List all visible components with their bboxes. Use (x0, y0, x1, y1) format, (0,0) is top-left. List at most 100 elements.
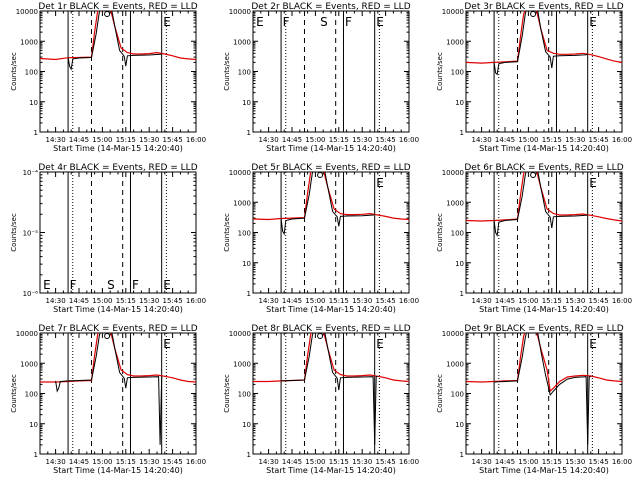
region-label: E (256, 15, 264, 29)
y-tick-label: 10000 (229, 169, 251, 177)
region-label: E (589, 337, 597, 351)
events-series-line (281, 333, 378, 445)
y-tick-label: 100 (25, 391, 38, 399)
y-axis-label: Counts/sec (436, 52, 444, 91)
region-label: E (43, 278, 51, 292)
y-tick-label: 1000 (233, 38, 251, 46)
y-tick-label: 100 (451, 230, 464, 238)
panel-9: Det 9r BLACK = Events, RED = LLD 1 10 100 10… (436, 324, 632, 475)
y-tick-label: 10 (455, 421, 464, 429)
panel-title: Det 4r BLACK = Events, RED = LLD (38, 163, 197, 173)
plot-frame (252, 10, 410, 133)
events-series-line (55, 333, 163, 445)
panel-title: Det 3r BLACK = Events, RED = LLD (464, 2, 623, 12)
x-tick-label: 15:15 (542, 458, 562, 466)
x-tick-label: 15:00 (305, 297, 325, 305)
x-tick-label: 15:30 (352, 458, 372, 466)
x-tick-label: 15:45 (589, 136, 609, 144)
events-series-line (493, 11, 588, 76)
y-tick-label: 100 (25, 69, 38, 77)
events-series-line (67, 11, 162, 71)
series-group (466, 11, 622, 76)
y-axis-label: Counts/sec (10, 52, 18, 91)
y-tick-label: 1 (34, 451, 38, 459)
y-tick-label: 1 (247, 129, 251, 137)
y-tick-label: 10000 (442, 8, 464, 16)
y-tick-label: 1 (247, 451, 251, 459)
x-tick-label: 14:45 (495, 297, 515, 305)
x-tick-label: 16:00 (612, 136, 632, 144)
x-axis-label: Start Time (14-Mar-15 14:20:40) (479, 305, 609, 314)
y-tick-label: 1000 (233, 360, 251, 368)
x-tick-label: 14:30 (259, 458, 279, 466)
region-label: S (107, 278, 115, 292)
plot-frame (39, 10, 197, 133)
x-tick-label: 14:45 (282, 297, 302, 305)
x-tick-label: 16:00 (399, 136, 419, 144)
x-tick-label: 15:15 (116, 297, 136, 305)
x-tick-label: 15:00 (92, 297, 112, 305)
y-tick-label: 100 (451, 69, 464, 77)
x-tick-label: 15:00 (305, 458, 325, 466)
x-axis-label: Start Time (14-Mar-15 14:20:40) (266, 466, 396, 475)
region-label: F (345, 15, 352, 29)
x-axis-label: Start Time (14-Mar-15 14:20:40) (53, 305, 183, 314)
x-tick-label: 15:45 (376, 297, 396, 305)
y-axis-label: Counts/sec (223, 374, 231, 413)
x-tick-label: 16:00 (186, 136, 206, 144)
x-tick-label: 15:30 (352, 136, 372, 144)
y-axis-label: Counts/sec (10, 213, 18, 252)
x-tick-label: 16:00 (186, 458, 206, 466)
y-tick-label: 1000 (446, 38, 464, 46)
events-series-line (494, 333, 592, 445)
series-group (466, 333, 622, 445)
y-tick-label: 100 (238, 230, 251, 238)
plot-frame (465, 10, 623, 133)
lld-series-line (253, 172, 409, 221)
x-tick-label: 14:45 (69, 297, 89, 305)
x-tick-label: 15:15 (116, 458, 136, 466)
y-tick-label: 1 (460, 290, 464, 298)
x-tick-label: 15:30 (565, 136, 585, 144)
y-tick-label: 10000 (442, 330, 464, 338)
region-label: E (376, 15, 384, 29)
x-tick-label: 14:30 (472, 136, 492, 144)
region-label: F (132, 278, 139, 292)
lld-series-line (466, 172, 622, 222)
series-group (466, 172, 622, 237)
x-tick-label: 14:45 (69, 458, 89, 466)
x-tick-label: 14:30 (46, 297, 66, 305)
y-tick-label: 10 (242, 421, 251, 429)
panel-3: Det 3r BLACK = Events, RED = LLD 1 10 100 10… (436, 2, 632, 153)
x-tick-label: 16:00 (612, 297, 632, 305)
region-label: E (376, 337, 384, 351)
region-label: E (163, 15, 171, 29)
plot-frame (465, 332, 623, 455)
region-label: E (163, 337, 171, 351)
y-tick-label: 100 (238, 391, 251, 399)
x-tick-label: 15:45 (376, 136, 396, 144)
plot-frame (252, 171, 410, 294)
y-tick-label: 1000 (446, 360, 464, 368)
y-axis-label: Counts/sec (10, 374, 18, 413)
region-label: S (320, 15, 328, 29)
plot-frame (39, 332, 197, 455)
x-tick-label: 15:30 (139, 458, 159, 466)
x-tick-label: 14:45 (495, 458, 515, 466)
x-tick-label: 14:30 (46, 136, 66, 144)
panel-1: Det 1r BLACK = Events, RED = LLD 1 10 100 10… (10, 2, 206, 153)
x-tick-label: 16:00 (612, 458, 632, 466)
x-tick-label: 16:00 (399, 297, 419, 305)
lld-series-line (466, 11, 622, 64)
x-tick-label: 15:15 (542, 136, 562, 144)
y-tick-label: 10000 (16, 330, 38, 338)
series-group (253, 333, 409, 445)
x-tick-label: 15:15 (542, 297, 562, 305)
x-tick-label: 15:45 (589, 297, 609, 305)
panel-7: Det 7r BLACK = Events, RED = LLD 1 10 100 10… (10, 324, 206, 475)
y-tick-label: 1 (247, 290, 251, 298)
x-tick-label: 15:00 (518, 297, 538, 305)
panel-5: Det 5r BLACK = Events, RED = LLD 1 10 100 10… (223, 163, 419, 314)
y-tick-label: 10 (455, 99, 464, 107)
